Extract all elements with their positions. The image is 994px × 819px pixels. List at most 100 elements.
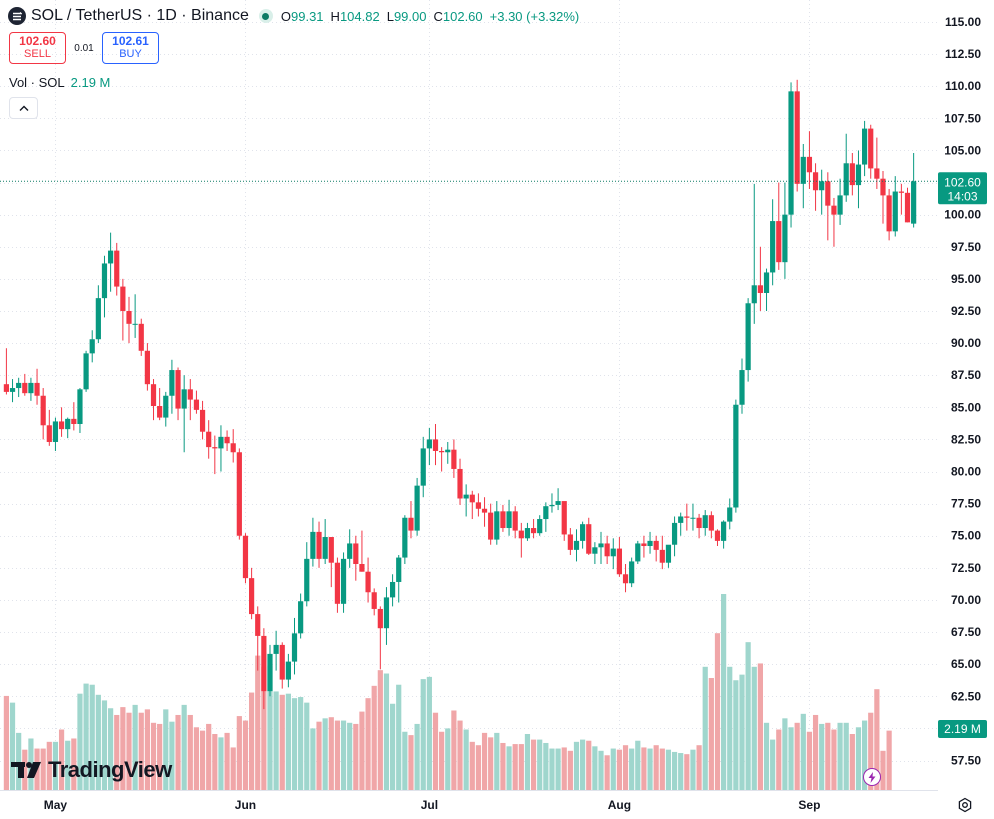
candle[interactable]: [831, 197, 837, 247]
candle[interactable]: [261, 628, 267, 710]
candle[interactable]: [420, 436, 426, 498]
candle[interactable]: [3, 348, 9, 395]
candle[interactable]: [58, 407, 65, 437]
candle[interactable]: [911, 153, 917, 228]
candle[interactable]: [512, 506, 518, 539]
candle[interactable]: [696, 513, 702, 539]
candle[interactable]: [549, 493, 555, 513]
candle[interactable]: [463, 484, 469, 517]
candle[interactable]: [291, 617, 298, 675]
candle[interactable]: [469, 490, 475, 520]
candle[interactable]: [880, 170, 886, 224]
solana-icon[interactable]: [8, 7, 26, 25]
candle[interactable]: [396, 555, 402, 603]
candle[interactable]: [763, 268, 770, 311]
candle[interactable]: [273, 630, 279, 671]
candle[interactable]: [83, 350, 89, 392]
candle[interactable]: [825, 172, 831, 241]
candle[interactable]: [402, 515, 408, 564]
candle[interactable]: [886, 188, 892, 241]
candle[interactable]: [794, 79, 800, 192]
candle[interactable]: [702, 510, 708, 536]
candle[interactable]: [108, 232, 114, 292]
candle[interactable]: [690, 503, 696, 531]
tradingview-logo[interactable]: TradingView: [11, 757, 172, 783]
candle[interactable]: [298, 593, 304, 639]
candle[interactable]: [218, 425, 224, 472]
volume-legend[interactable]: Vol · SOL 2.19 M: [9, 75, 110, 90]
candle[interactable]: [788, 82, 794, 228]
candle[interactable]: [604, 535, 610, 564]
candle[interactable]: [518, 522, 524, 558]
candle[interactable]: [224, 430, 230, 451]
candle[interactable]: [506, 499, 512, 536]
candle[interactable]: [586, 517, 592, 556]
candle[interactable]: [206, 420, 212, 459]
candle[interactable]: [439, 447, 445, 472]
candle[interactable]: [120, 278, 126, 341]
lightning-icon[interactable]: [863, 768, 881, 786]
candle[interactable]: [132, 294, 138, 338]
candle[interactable]: [592, 542, 598, 564]
candle[interactable]: [316, 521, 322, 568]
candle[interactable]: [304, 542, 310, 607]
candle[interactable]: [524, 522, 531, 541]
candle[interactable]: [40, 388, 46, 440]
candle[interactable]: [745, 298, 751, 382]
candle[interactable]: [500, 504, 506, 532]
candle[interactable]: [610, 538, 616, 570]
candle[interactable]: [714, 529, 721, 547]
candle[interactable]: [181, 375, 187, 453]
candle[interactable]: [721, 520, 727, 549]
candle[interactable]: [812, 163, 819, 211]
candle[interactable]: [537, 515, 543, 536]
candle[interactable]: [114, 242, 120, 296]
candle[interactable]: [635, 540, 641, 564]
candle[interactable]: [157, 388, 163, 421]
candle[interactable]: [616, 537, 622, 577]
candle[interactable]: [383, 587, 390, 645]
candle[interactable]: [641, 535, 647, 558]
candle[interactable]: [175, 367, 181, 421]
symbol-title[interactable]: SOL / TetherUS · 1D · Binance: [31, 7, 249, 24]
buy-button[interactable]: 102.61 BUY: [102, 32, 159, 64]
candle[interactable]: [567, 528, 573, 556]
candle[interactable]: [414, 477, 420, 536]
settings-icon[interactable]: [957, 797, 973, 813]
candle[interactable]: [843, 133, 849, 202]
candle[interactable]: [432, 424, 439, 466]
candle[interactable]: [328, 537, 334, 588]
candle[interactable]: [144, 343, 150, 391]
candle[interactable]: [389, 574, 396, 607]
candle[interactable]: [671, 516, 678, 557]
candle[interactable]: [868, 124, 874, 179]
candle[interactable]: [837, 178, 843, 225]
candle[interactable]: [849, 153, 855, 196]
candle[interactable]: [622, 563, 629, 593]
candle[interactable]: [874, 137, 880, 189]
candle[interactable]: [34, 368, 40, 405]
candle[interactable]: [242, 533, 249, 584]
candle[interactable]: [855, 150, 862, 209]
candle[interactable]: [255, 606, 261, 671]
candle[interactable]: [65, 417, 71, 439]
candle[interactable]: [647, 531, 653, 554]
candle[interactable]: [739, 358, 745, 414]
candle[interactable]: [377, 606, 383, 670]
candle[interactable]: [52, 417, 59, 451]
candle[interactable]: [353, 535, 359, 581]
candle[interactable]: [163, 391, 169, 427]
candle[interactable]: [71, 402, 77, 431]
candle[interactable]: [310, 517, 316, 567]
candle[interactable]: [733, 399, 739, 513]
candle[interactable]: [494, 501, 500, 545]
candle[interactable]: [892, 176, 898, 237]
candle[interactable]: [249, 567, 255, 620]
candle[interactable]: [138, 318, 144, 356]
candle[interactable]: [684, 503, 690, 531]
candle[interactable]: [46, 409, 52, 446]
candle[interactable]: [77, 388, 83, 433]
candle[interactable]: [727, 498, 733, 530]
candle[interactable]: [371, 588, 377, 616]
